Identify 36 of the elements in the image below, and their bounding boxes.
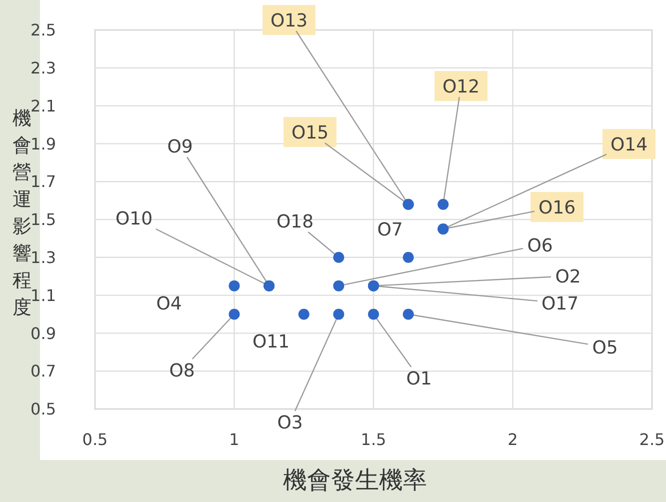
annotation: O1 — [406, 368, 432, 390]
annotation: O13 — [270, 10, 308, 32]
annotation: O8 — [169, 360, 195, 382]
annotation: O15 — [291, 122, 329, 144]
y-tick-label: 2.1 — [30, 96, 56, 116]
annotation: O12 — [442, 76, 480, 98]
x-tick-label: 1.5 — [360, 430, 386, 449]
annotation: O3 — [277, 412, 303, 434]
y-tick-label: 1.7 — [30, 172, 56, 192]
annotation: O6 — [527, 235, 553, 256]
x-tick-label: 0.5 — [82, 430, 108, 449]
x-tick-label: 2.5 — [639, 430, 665, 449]
x-tick-label: 2 — [508, 430, 518, 449]
annotation: O2 — [555, 266, 581, 288]
y-tick-label: 1.5 — [30, 210, 56, 230]
y-tick-label: 2.3 — [30, 58, 56, 78]
annotation: O10 — [115, 208, 153, 230]
annotation: O14 — [610, 134, 648, 156]
annotation: O11 — [252, 331, 290, 352]
y-tick-label: 0.5 — [30, 400, 56, 419]
annotation: O4 — [156, 293, 182, 314]
annotation: O9 — [167, 136, 193, 158]
y-tick-label: 1.9 — [30, 134, 56, 154]
annotation: O5 — [592, 337, 618, 358]
y-tick-label: 2.5 — [30, 20, 56, 40]
y-tick-label: 1.3 — [30, 248, 56, 267]
y-tick-label: 1.1 — [30, 286, 56, 305]
y-tick-label: 0.7 — [30, 362, 56, 381]
x-tick-label: 1 — [229, 430, 240, 449]
y-tick-label: 0.9 — [30, 324, 56, 343]
annotation: O17 — [541, 293, 579, 314]
annotation: O18 — [276, 211, 314, 232]
x-axis-title: 機會發生機率 — [283, 466, 427, 494]
annotation: O7 — [377, 219, 403, 240]
y-axis-title: 機會營運影響程度 — [12, 108, 32, 319]
annotation: O16 — [538, 197, 576, 218]
